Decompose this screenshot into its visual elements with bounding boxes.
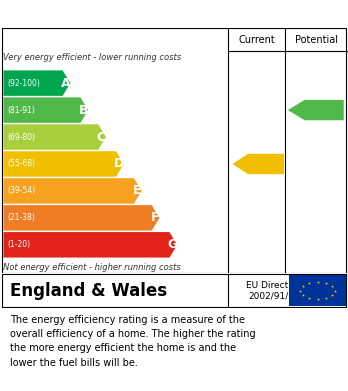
Text: (39-54): (39-54): [8, 187, 36, 196]
Text: England & Wales: England & Wales: [10, 282, 168, 300]
Text: Potential: Potential: [295, 35, 338, 45]
Text: (1-20): (1-20): [8, 240, 31, 249]
Text: E: E: [133, 185, 141, 197]
Polygon shape: [3, 70, 70, 96]
Text: B: B: [79, 104, 88, 117]
Text: Very energy efficient - lower running costs: Very energy efficient - lower running co…: [3, 52, 182, 61]
Text: Energy Efficiency Rating: Energy Efficiency Rating: [10, 7, 220, 22]
Text: 61: 61: [257, 158, 275, 170]
Polygon shape: [3, 178, 142, 204]
Polygon shape: [3, 151, 124, 177]
Polygon shape: [3, 205, 159, 231]
Text: F: F: [151, 212, 159, 224]
Polygon shape: [3, 97, 88, 123]
Text: (69-80): (69-80): [8, 133, 36, 142]
Polygon shape: [288, 100, 344, 120]
Text: A: A: [61, 77, 71, 90]
Text: C: C: [97, 131, 106, 143]
Text: Not energy efficient - higher running costs: Not energy efficient - higher running co…: [3, 263, 181, 272]
Text: 84: 84: [315, 103, 334, 117]
Text: The energy efficiency rating is a measure of the
overall efficiency of a home. T: The energy efficiency rating is a measur…: [10, 315, 256, 368]
Polygon shape: [3, 124, 106, 150]
Text: Current: Current: [238, 35, 275, 45]
Text: (81-91): (81-91): [8, 106, 35, 115]
Text: (92-100): (92-100): [8, 79, 40, 88]
Text: (55-68): (55-68): [8, 160, 36, 169]
Text: (21-38): (21-38): [8, 213, 35, 222]
Polygon shape: [3, 232, 177, 258]
Text: D: D: [114, 158, 124, 170]
Bar: [289, 275, 346, 306]
Text: EU Directive
2002/91/EC: EU Directive 2002/91/EC: [246, 281, 302, 300]
Text: G: G: [167, 239, 178, 251]
Polygon shape: [232, 154, 284, 174]
